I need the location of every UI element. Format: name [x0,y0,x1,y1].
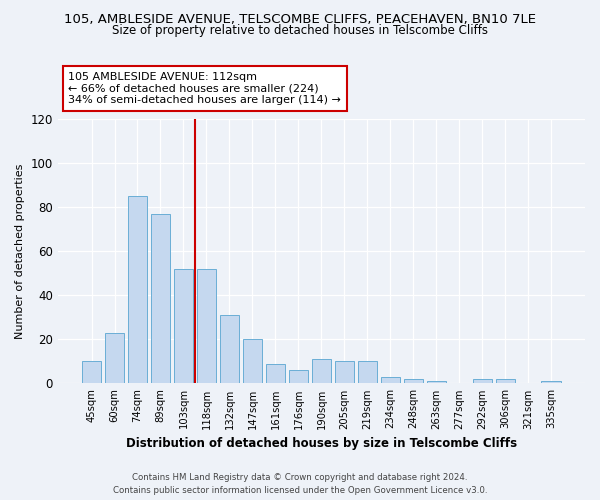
Bar [358,362,377,384]
Bar [473,379,492,384]
Bar [496,379,515,384]
Bar [311,359,331,384]
Bar [404,379,423,384]
Bar [151,214,170,384]
Bar [220,315,239,384]
Bar [128,196,147,384]
Text: 105, AMBLESIDE AVENUE, TELSCOMBE CLIFFS, PEACEHAVEN, BN10 7LE: 105, AMBLESIDE AVENUE, TELSCOMBE CLIFFS,… [64,12,536,26]
Bar [242,340,262,384]
Bar [197,269,216,384]
Bar [427,381,446,384]
Bar [335,362,354,384]
Bar [174,269,193,384]
Bar [266,364,285,384]
Bar [380,377,400,384]
Text: Contains HM Land Registry data © Crown copyright and database right 2024.
Contai: Contains HM Land Registry data © Crown c… [113,473,487,495]
Text: Size of property relative to detached houses in Telscombe Cliffs: Size of property relative to detached ho… [112,24,488,37]
Bar [541,381,561,384]
X-axis label: Distribution of detached houses by size in Telscombe Cliffs: Distribution of detached houses by size … [126,437,517,450]
Bar [105,333,124,384]
Bar [82,362,101,384]
Text: 105 AMBLESIDE AVENUE: 112sqm
← 66% of detached houses are smaller (224)
34% of s: 105 AMBLESIDE AVENUE: 112sqm ← 66% of de… [68,72,341,105]
Bar [289,370,308,384]
Y-axis label: Number of detached properties: Number of detached properties [15,164,25,339]
